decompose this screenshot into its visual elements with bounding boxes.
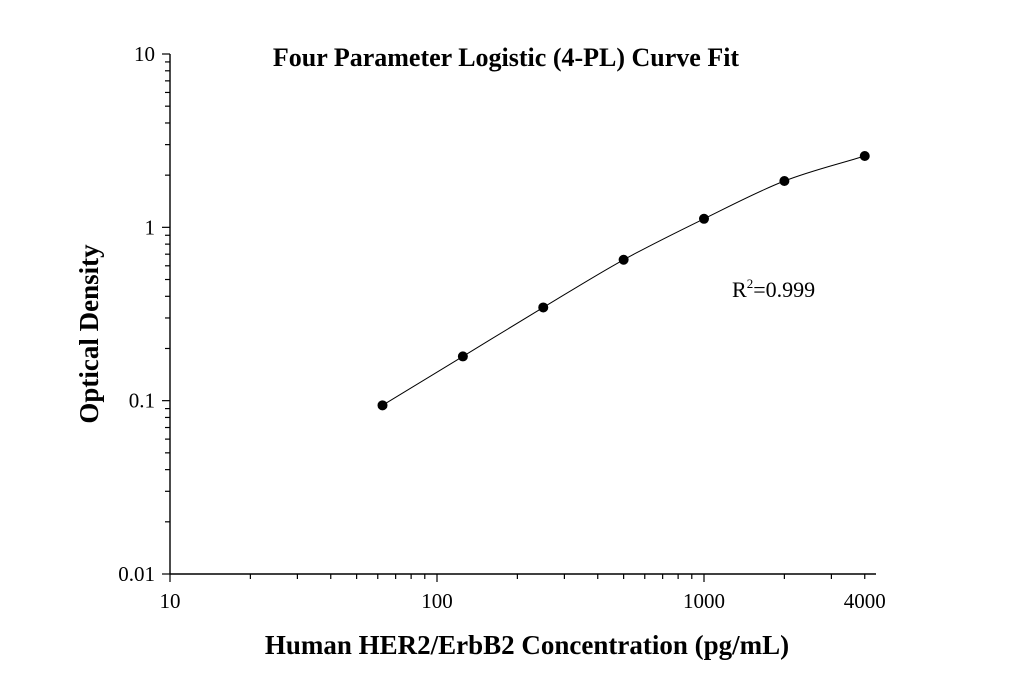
x-axis-title: Human HER2/ErbB2 Concentration (pg/mL) — [265, 630, 789, 660]
data-point — [618, 254, 629, 265]
x-tick-label: 4000 — [844, 589, 886, 613]
x-tick-label: 1000 — [683, 589, 725, 613]
tick-labels: 10 100 1000 4000 0.01 0.1 1 10 — [118, 42, 886, 613]
data-point — [779, 176, 790, 187]
y-tick-label: 10 — [134, 42, 155, 66]
r-squared-prefix: R — [732, 277, 747, 302]
y-axis-title: Optical Density — [74, 244, 104, 424]
r-squared-label: R2=0.999 — [732, 276, 815, 302]
y-tick-label: 0.01 — [118, 562, 155, 586]
r-squared-value: =0.999 — [753, 277, 815, 302]
chart-title: Four Parameter Logistic (4-PL) Curve Fit — [273, 43, 740, 72]
data-point — [377, 400, 388, 411]
axis-ticks — [162, 53, 866, 582]
r-squared-superscript: 2 — [747, 276, 754, 291]
data-point — [859, 150, 870, 161]
y-tick-label: 0.1 — [129, 389, 155, 413]
data-point — [457, 351, 468, 362]
data-point — [538, 302, 549, 313]
y-tick-label: 1 — [145, 215, 156, 239]
x-tick-label: 10 — [160, 589, 181, 613]
data-points — [377, 150, 870, 411]
data-point — [699, 213, 709, 224]
x-tick-label: 100 — [421, 589, 453, 613]
